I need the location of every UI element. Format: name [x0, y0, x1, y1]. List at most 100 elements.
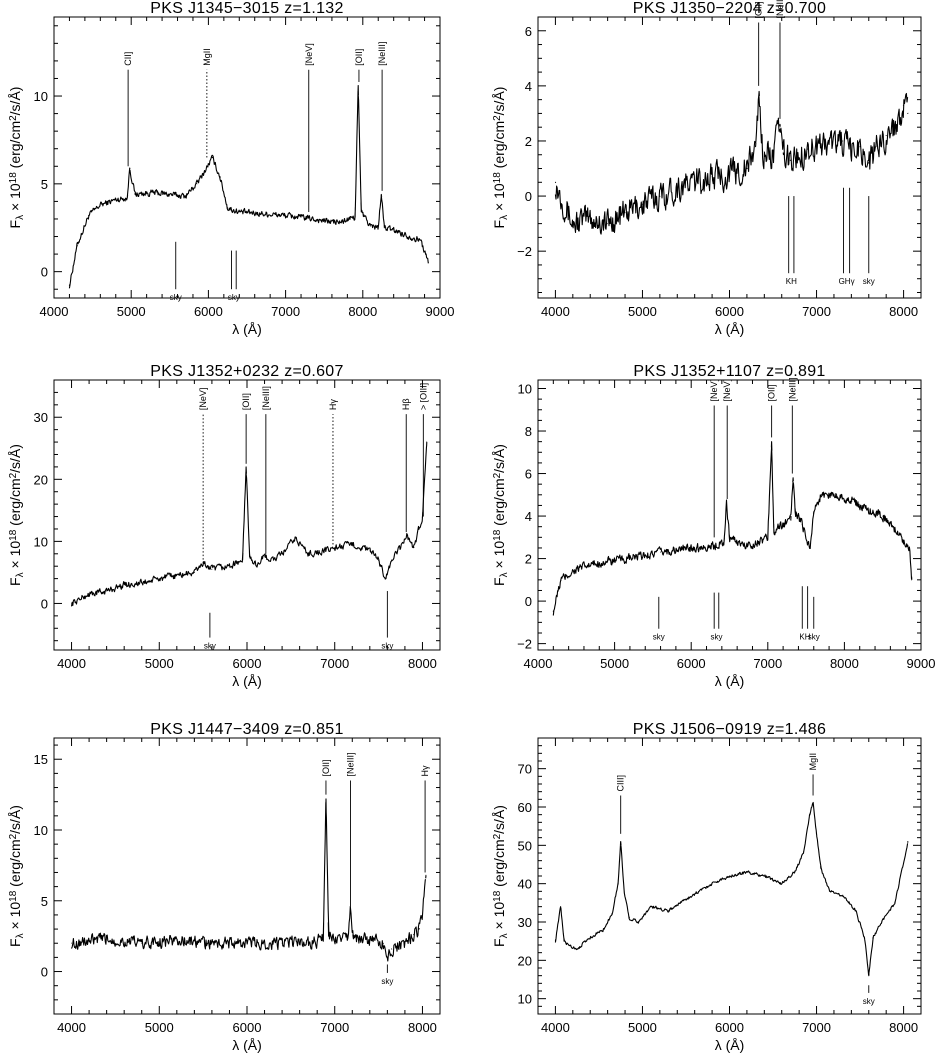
line-label: Hβ: [401, 398, 411, 410]
line-label: [NeIII]: [346, 752, 356, 776]
x-tick-label: 4000: [57, 1020, 86, 1035]
x-tick-label: 5000: [145, 656, 174, 671]
x-tick-label: 8000: [830, 656, 859, 671]
y-tick-label: 10: [34, 823, 48, 838]
y-tick-label: 0: [41, 265, 48, 280]
spectrum-line: [554, 801, 909, 977]
y-tick-label: 50: [518, 838, 532, 853]
panel-title: PKS J1352+0232 z=0.607: [150, 363, 343, 380]
y-tick-label: 5: [41, 177, 48, 192]
spectrum-line: [554, 90, 909, 235]
y-tick-label: 5: [41, 894, 48, 909]
line-label: [NeV]: [709, 379, 719, 402]
y-tick-label: 0: [41, 596, 48, 611]
y-tick-label: 70: [518, 762, 532, 777]
x-tick-label: 8000: [408, 656, 437, 671]
line-label: [OII]: [241, 393, 251, 410]
x-tick-label: 8000: [348, 304, 377, 319]
sky-label: sky: [863, 997, 875, 1006]
x-tick-label: 5000: [117, 304, 146, 319]
y-tick-label: 10: [518, 382, 532, 397]
plot-frame: [53, 737, 441, 1015]
x-tick-label: 6000: [715, 1020, 744, 1035]
x-tick-label: 7000: [320, 656, 349, 671]
line-label: [NeIII]: [261, 386, 271, 410]
x-axis-label: λ (Å): [232, 321, 262, 337]
x-tick-label: 4000: [541, 1020, 570, 1035]
y-axis-label: Fλ × 1018 (erg/cm2/s/Å): [491, 805, 510, 947]
x-tick-label: 4000: [40, 304, 69, 319]
line-label: [NeIII]: [775, 0, 785, 19]
line-label: CIII]: [616, 775, 626, 792]
spectrum-panel-3: PKS J1352+0232 z=0.607 4000 5000 6000 7000 80…: [7, 363, 441, 689]
y-tick-label: −2: [517, 244, 532, 259]
x-tick-label: 6000: [194, 304, 223, 319]
y-tick-label: 4: [525, 509, 532, 524]
x-tick-label: 8000: [408, 1020, 437, 1035]
plot-frame: [537, 16, 922, 299]
x-tick-label: 4000: [57, 656, 86, 671]
y-tick-label: 2: [525, 552, 532, 567]
line-label: [OII]: [354, 49, 364, 66]
y-tick-label: 30: [518, 915, 532, 930]
sky-label: sky: [381, 642, 393, 651]
panel-title: PKS J1447−3409 z=0.851: [150, 721, 343, 738]
y-axis-label: Fλ × 1018 (erg/cm2/s/Å): [7, 87, 26, 229]
x-axis-label: λ (Å): [232, 1037, 262, 1053]
y-tick-label: 60: [518, 800, 532, 815]
line-label: [NeIII]: [377, 42, 387, 66]
y-tick-label: 40: [518, 877, 532, 892]
sky-label: GHγ: [839, 277, 855, 286]
y-axis-label: Fλ × 1018 (erg/cm2/s/Å): [7, 805, 26, 947]
x-tick-label: 6000: [715, 304, 744, 319]
spectrum-panel-5: PKS J1447−3409 z=0.851 4000 5000 6000 7000 80…: [7, 721, 441, 1053]
sky-label: sky: [170, 293, 182, 302]
y-tick-label: −2: [517, 637, 532, 652]
x-axis-label: λ (Å): [715, 321, 745, 337]
sky-label: sky: [710, 633, 722, 642]
x-axis-label: λ (Å): [715, 673, 745, 689]
sky-label: sky: [808, 633, 820, 642]
y-axis-label: Fλ × 1018 (erg/cm2/s/Å): [491, 444, 510, 586]
spectrum-line: [68, 84, 429, 289]
line-label: [NeV]: [304, 43, 314, 66]
y-axis-label: Fλ × 1018 (erg/cm2/s/Å): [7, 444, 26, 586]
x-axis-label: λ (Å): [232, 673, 262, 689]
line-label: [OII]: [767, 384, 777, 401]
y-tick-label: 20: [518, 953, 532, 968]
line-label: [NeV]: [722, 379, 732, 402]
panel-title: PKS J1506−0919 z=1.486: [633, 721, 826, 738]
panel-title: PKS J1352+1107 z=0.891: [633, 363, 825, 380]
x-tick-label: 5000: [628, 304, 657, 319]
line-label: [NeV]: [198, 388, 208, 411]
sky-label: KH: [799, 633, 810, 642]
line-label: [OII]: [754, 1, 764, 18]
line-label: > [OIII]: [418, 383, 428, 410]
spectrum-line: [70, 798, 427, 962]
line-label: Hγ: [420, 765, 430, 776]
x-tick-label: 4000: [541, 304, 570, 319]
line-label: CII]: [123, 52, 133, 66]
y-axis-label: Fλ × 1018 (erg/cm2/s/Å): [491, 87, 510, 229]
panel-title: PKS J1350−2204 z=0.700: [633, 0, 826, 17]
x-tick-label: 9000: [426, 304, 455, 319]
sky-label: sky: [204, 642, 216, 651]
sky-label: KH: [786, 277, 797, 286]
y-tick-label: 10: [518, 992, 532, 1007]
y-tick-label: 30: [34, 410, 48, 425]
x-tick-label: 8000: [889, 304, 918, 319]
y-tick-label: 15: [34, 752, 48, 767]
x-tick-label: 5000: [600, 656, 629, 671]
y-tick-label: 20: [34, 472, 48, 487]
x-tick-label: 7000: [320, 1020, 349, 1035]
x-tick-label: 4000: [524, 656, 553, 671]
line-label: Hγ: [328, 399, 338, 410]
spectrum-line: [70, 441, 428, 607]
x-tick-label: 7000: [802, 304, 831, 319]
y-tick-label: 2: [525, 134, 532, 149]
x-tick-label: 8000: [889, 1020, 918, 1035]
x-tick-label: 6000: [233, 656, 262, 671]
y-tick-label: 0: [525, 189, 532, 204]
spectrum-panel-2: PKS J1350−2204 z=0.700 4000 5000 6000 7000 80…: [491, 0, 922, 337]
